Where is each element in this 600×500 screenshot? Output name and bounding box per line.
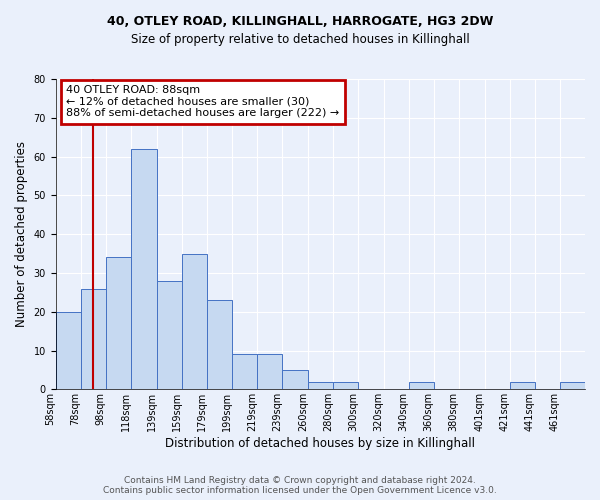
Bar: [232, 354, 257, 390]
Text: Size of property relative to detached houses in Killinghall: Size of property relative to detached ho…: [131, 32, 469, 46]
Y-axis label: Number of detached properties: Number of detached properties: [15, 141, 28, 327]
Bar: [510, 382, 535, 390]
Bar: [106, 258, 131, 390]
Bar: [257, 354, 282, 390]
X-axis label: Distribution of detached houses by size in Killinghall: Distribution of detached houses by size …: [166, 437, 475, 450]
Bar: [131, 149, 157, 390]
Bar: [282, 370, 308, 390]
Bar: [182, 254, 207, 390]
Bar: [409, 382, 434, 390]
Bar: [334, 382, 358, 390]
Text: Contains HM Land Registry data © Crown copyright and database right 2024.
Contai: Contains HM Land Registry data © Crown c…: [103, 476, 497, 495]
Bar: [560, 382, 585, 390]
Text: 40, OTLEY ROAD, KILLINGHALL, HARROGATE, HG3 2DW: 40, OTLEY ROAD, KILLINGHALL, HARROGATE, …: [107, 15, 493, 28]
Bar: [56, 312, 80, 390]
Bar: [157, 281, 182, 390]
Bar: [308, 382, 334, 390]
Bar: [207, 300, 232, 390]
Text: 40 OTLEY ROAD: 88sqm
← 12% of detached houses are smaller (30)
88% of semi-detac: 40 OTLEY ROAD: 88sqm ← 12% of detached h…: [66, 85, 340, 118]
Bar: [80, 288, 106, 390]
